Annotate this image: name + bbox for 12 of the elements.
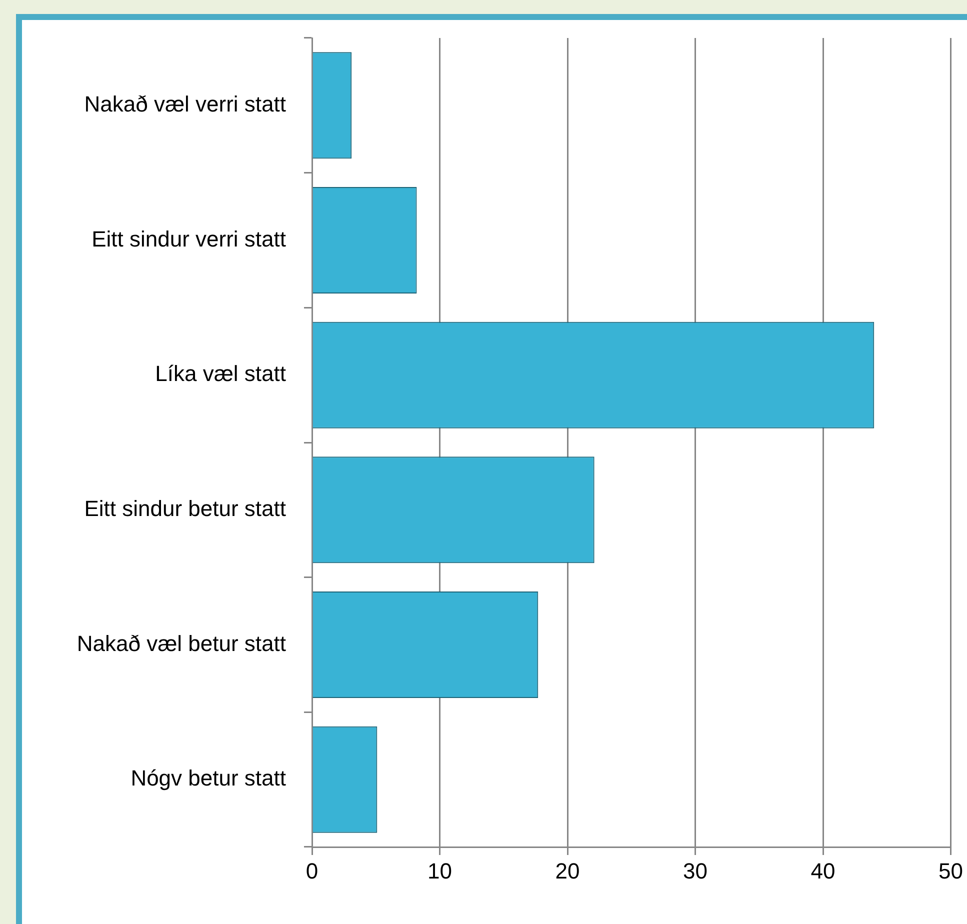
x-tick-label: 0 xyxy=(306,858,318,884)
y-tick-label: Eitt sindur verri statt xyxy=(92,226,286,252)
y-tick-label: Líka væl statt xyxy=(155,361,286,386)
y-tick-label: Nakað væl betur statt xyxy=(76,630,286,656)
y-tick-label: Nakað væl verri statt xyxy=(84,91,286,116)
y-tick-label: Eitt sindur betur statt xyxy=(84,496,286,521)
x-tick-label: 20 xyxy=(555,858,580,884)
x-tick-label: 40 xyxy=(810,858,836,884)
x-tick-label: 30 xyxy=(683,858,708,884)
y-tick-label: Nógv betur statt xyxy=(130,766,286,791)
x-tick-label: 10 xyxy=(428,858,452,884)
x-tick-label: 50 xyxy=(938,858,964,884)
